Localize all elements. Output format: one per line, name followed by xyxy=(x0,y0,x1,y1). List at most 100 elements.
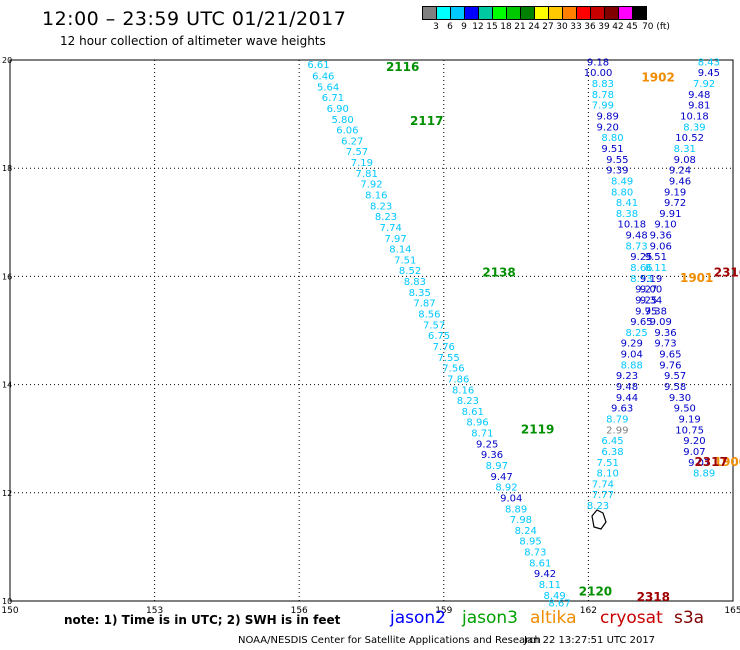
lon-tick-label: 165 xyxy=(724,606,740,616)
wave-height-value: 8.83 xyxy=(404,277,426,288)
wave-height-value: 9.46 xyxy=(669,176,691,187)
wave-height-value: 9.76 xyxy=(659,360,681,371)
wave-height-value: 9.57 xyxy=(664,371,686,382)
legend-jason3: jason3 xyxy=(462,608,518,628)
wave-height-value: 8.49 xyxy=(611,176,633,187)
wave-height-value: 9.06 xyxy=(650,241,672,252)
wave-height-value: 8.97 xyxy=(486,461,508,472)
wave-height-value: 6.71 xyxy=(322,93,344,104)
wave-height-value: 9.36 xyxy=(654,328,676,339)
wave-height-value: 9.72 xyxy=(664,198,686,209)
wave-height-value: 7.19 xyxy=(351,158,373,169)
lon-tick-label: 162 xyxy=(580,606,597,616)
wave-height-value: 8.31 xyxy=(674,144,696,155)
scale-label: 42 xyxy=(612,22,624,32)
wave-height-value: 9.38 xyxy=(645,306,667,317)
wave-height-value: 8.95 xyxy=(519,537,541,548)
wave-height-value: 7.51 xyxy=(597,458,619,469)
wave-height-value: 8.80 xyxy=(611,187,633,198)
units-note: note: 1) Time is in UTC; 2) SWH is in fe… xyxy=(64,613,341,627)
wave-height-value: 9.58 xyxy=(664,382,686,393)
scale-label: 45 xyxy=(626,22,638,32)
island-outline xyxy=(591,509,607,530)
wave-height-value: 8.89 xyxy=(693,469,715,480)
wave-height-value: 8.35 xyxy=(409,288,431,299)
wave-height-value: 8.89 xyxy=(505,504,527,515)
wave-height-value: 7.51 xyxy=(394,255,416,266)
wave-height-value: 8.23 xyxy=(457,396,479,407)
pass-label: 2317 xyxy=(694,455,727,469)
wave-height-value: 6.38 xyxy=(601,447,623,458)
wave-height-value: 6.06 xyxy=(336,126,358,137)
wave-height-value: 9.19 xyxy=(664,187,686,198)
wave-height-value: 6.27 xyxy=(341,136,363,147)
wave-height-value: 8.96 xyxy=(466,418,488,429)
wave-height-value: 9.73 xyxy=(654,339,676,350)
pass-label: 1901 xyxy=(680,271,713,285)
wave-height-value: 6.46 xyxy=(312,71,334,82)
wave-height-value: 9.25 xyxy=(476,439,498,450)
scale-label: 3 xyxy=(433,22,439,32)
lat-tick-label: 12 xyxy=(2,489,12,498)
wave-height-value: 9.47 xyxy=(491,472,513,483)
wave-height-value: 9.04 xyxy=(500,493,522,504)
pass-label: 1900 xyxy=(714,455,740,469)
wave-height-value: 9.65 xyxy=(630,317,652,328)
wave-height-value: 9.08 xyxy=(674,155,696,166)
wave-height-value: 7.86 xyxy=(447,374,469,385)
pass-label: 1902 xyxy=(641,71,674,85)
wave-height-value: 8.67 xyxy=(548,598,570,609)
pass-label: 2316 xyxy=(714,265,740,279)
wave-height-value: 9.55 xyxy=(606,155,628,166)
wave-height-value: 10.18 xyxy=(680,112,709,123)
wave-height-value: 8.14 xyxy=(389,245,411,256)
wave-height-value: 10.18 xyxy=(617,220,646,231)
wave-height-value: 9.04 xyxy=(621,350,643,361)
wave-height-value: 7.98 xyxy=(510,515,532,526)
scale-label: 18 xyxy=(500,22,512,32)
wave-height-value: 8.83 xyxy=(592,79,614,90)
wave-height-value: 9.75 xyxy=(635,306,657,317)
wave-height-value: 9.36 xyxy=(481,450,503,461)
wave-height-value: 9.45 xyxy=(698,68,720,79)
lat-tick-label: 10 xyxy=(2,597,12,606)
wave-height-value: 8.92 xyxy=(495,483,517,494)
wave-height-value: 7.55 xyxy=(437,353,459,364)
wave-height-value: 8.11 xyxy=(539,580,561,591)
wave-height-value: 10.00 xyxy=(584,68,613,79)
wave-height-value: 8.11 xyxy=(645,263,667,274)
legend-altika: altika xyxy=(530,608,577,628)
wave-height-value: 8.56 xyxy=(418,310,440,321)
wave-height-value: 8.52 xyxy=(399,266,421,277)
wave-height-value: 8.39 xyxy=(683,122,705,133)
wave-height-value: 8.78 xyxy=(592,90,614,101)
wave-height-value: 9.25 xyxy=(635,295,657,306)
wave-height-value: 7.77 xyxy=(592,490,614,501)
wave-height-value: 5.64 xyxy=(317,82,339,93)
wave-height-value: 9.91 xyxy=(659,209,681,220)
wave-height-value: 9.23 xyxy=(616,371,638,382)
wave-height-value: 9.09 xyxy=(650,317,672,328)
color-scale xyxy=(422,6,647,20)
wave-height-value: 6.90 xyxy=(327,104,349,115)
wave-height-value: 8.80 xyxy=(601,133,623,144)
wave-height-value: 9.07 xyxy=(688,458,710,469)
wave-height-value: 9.19 xyxy=(640,274,662,285)
lat-tick-label: 18 xyxy=(2,164,12,173)
wave-height-value: 8.71 xyxy=(471,429,493,440)
color-scale-labels: 3 6 9 12 15 18 21 24 27 30 33 36 39 42 45 70 (ft) xyxy=(422,22,740,34)
wave-height-value: 8.73 xyxy=(524,548,546,559)
scale-label: 39 xyxy=(598,22,610,32)
wave-height-value: 7.97 xyxy=(384,234,406,245)
wave-height-value: 8.49 xyxy=(544,591,566,602)
wave-height-value: 7.74 xyxy=(380,223,402,234)
scale-label: 36 xyxy=(584,22,596,32)
wave-height-value: 9.25 xyxy=(630,252,652,263)
pass-label: 2117 xyxy=(410,114,443,128)
wave-height-value: 6.45 xyxy=(601,436,623,447)
map-frame xyxy=(9,59,734,602)
wave-height-value: 7.92 xyxy=(693,79,715,90)
wave-height-value: 9.48 xyxy=(616,382,638,393)
lon-tick-label: 159 xyxy=(435,606,452,616)
